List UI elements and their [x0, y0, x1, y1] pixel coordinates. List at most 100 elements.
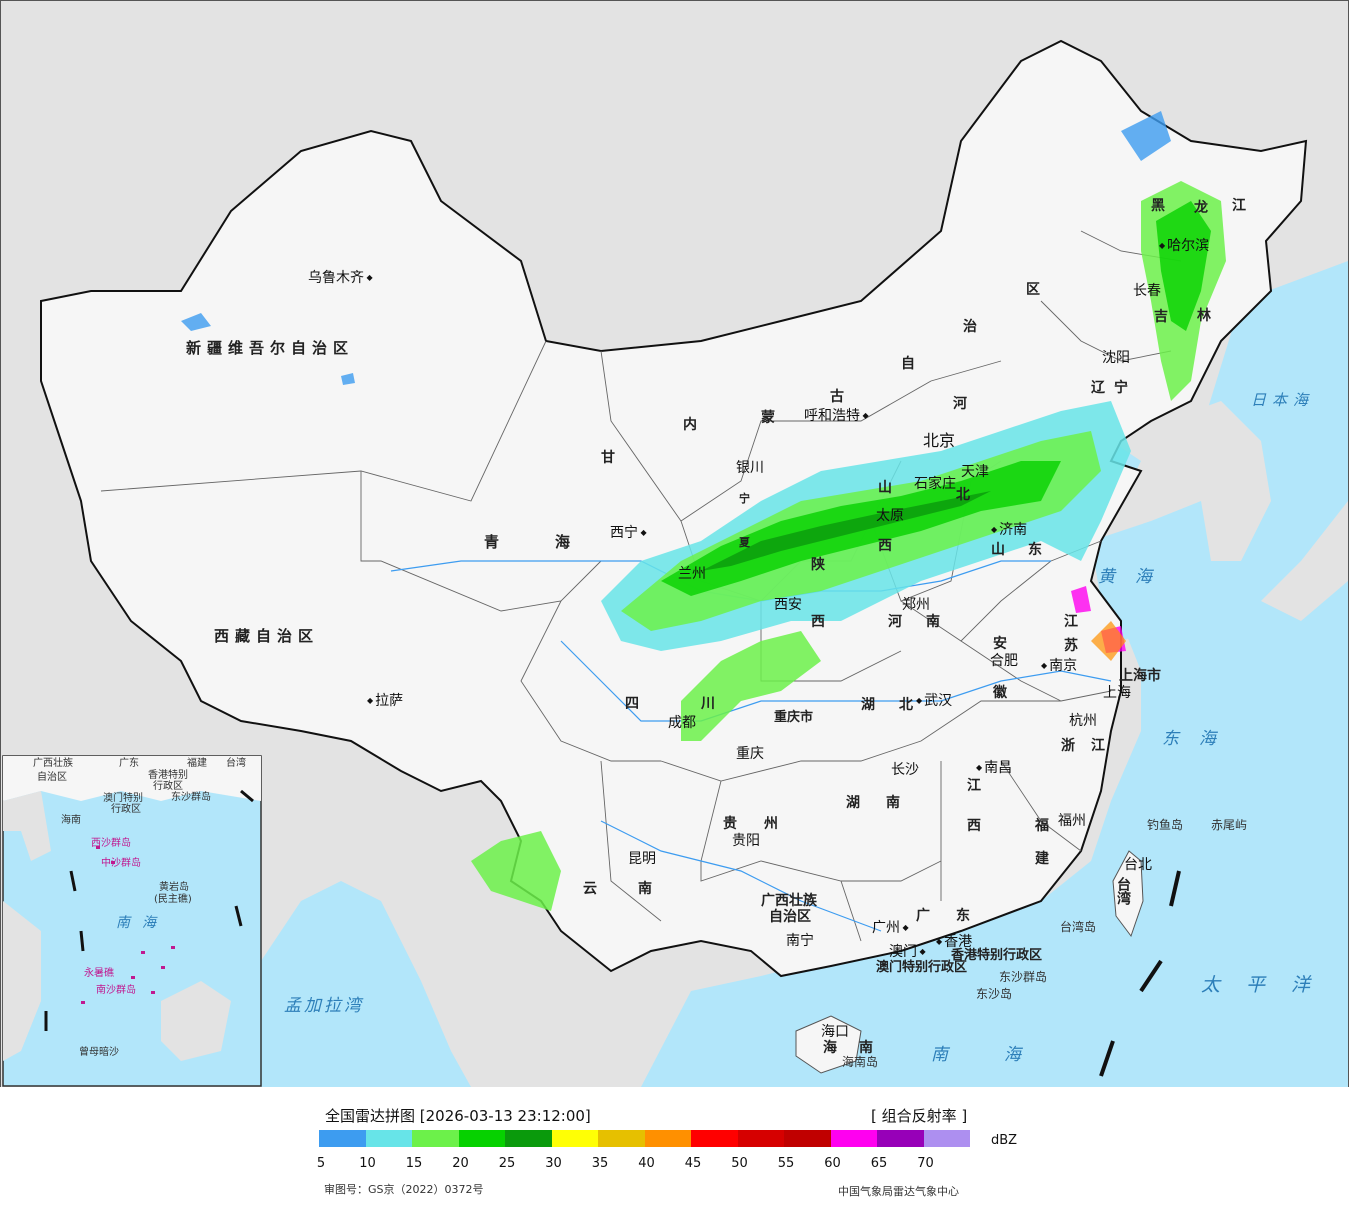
province-nei: 内	[683, 417, 697, 433]
province-jiang-jx: 江	[967, 778, 981, 794]
korea-land	[1166, 401, 1271, 561]
inset-taiwan: 台湾	[226, 758, 246, 769]
nine-dash-line	[1099, 870, 1181, 1077]
inset-nansha: 南沙群岛	[96, 985, 136, 996]
city-lhasa: 拉萨	[367, 694, 403, 708]
inset-zengmu: 曾母暗沙	[79, 1047, 119, 1058]
city-xining: 西宁	[610, 526, 647, 540]
sea-east: 东海	[1162, 729, 1236, 749]
bay-of-bengal	[261, 881, 471, 1087]
city-nanjing: 南京	[1041, 659, 1077, 673]
city-changsha: 长沙	[891, 762, 919, 778]
legend-tick-label: 15	[405, 1156, 423, 1171]
province-an: 安	[993, 636, 1007, 652]
province-hu-hunan: 湖	[846, 795, 860, 811]
sea-bengal: 孟加拉湾	[284, 996, 364, 1016]
legend-swatch	[458, 1130, 505, 1147]
province-jiang-zj: 江	[1091, 738, 1105, 754]
legend-tick-label: 70	[917, 1156, 934, 1171]
province-meng: 蒙	[761, 410, 775, 426]
inset-minzhu: (民主礁)	[154, 894, 192, 905]
inset-macau: 澳门特别	[103, 793, 143, 804]
sea-south: 南海	[931, 1045, 1077, 1065]
legend-swatch	[412, 1130, 459, 1147]
inset-macau-2: 行政区	[111, 804, 141, 815]
city-lanzhou: 兰州	[678, 566, 706, 582]
province-he-hebei: 河	[953, 396, 967, 412]
legend-tick-label: 10	[359, 1156, 376, 1171]
province-long: 龙	[1194, 200, 1208, 216]
city-guiyang: 贵阳	[732, 833, 760, 849]
city-wuhan: 武汉	[916, 694, 952, 708]
city-hohhot: 呼和浩特	[804, 409, 869, 423]
city-hefei: 合肥	[990, 653, 1018, 669]
legend-tick-label: 30	[545, 1156, 562, 1171]
province-lin: 林	[1197, 308, 1211, 324]
inset-fujian: 福建	[187, 758, 207, 769]
legend-tick-label: 55	[777, 1156, 795, 1171]
inset-dongsha: 东沙群岛	[171, 792, 211, 803]
city-taiyuan: 太原	[876, 508, 904, 524]
yellow-sea	[1091, 501, 1221, 641]
province-guangxi: 广西壮族	[761, 893, 817, 909]
legend-unit: dBZ	[991, 1133, 1018, 1148]
province-macau: 澳门特别行政区	[876, 960, 968, 975]
city-shenyang: 沈阳	[1102, 350, 1130, 366]
legend-swatch	[319, 1130, 366, 1147]
province-chongqing: 重庆市	[774, 710, 814, 725]
legend-title: 全国雷达拼图 [2026-03-13 23:12:00]	[325, 1107, 591, 1125]
province-zi: 自	[901, 356, 915, 372]
hainan-island	[795, 1015, 862, 1074]
review-number: 审图号：GS京（2022）0372号	[324, 1183, 484, 1196]
province-chuan: 川	[701, 696, 715, 712]
legend-swatch	[737, 1130, 784, 1147]
inset-hk: 香港特别	[148, 770, 188, 781]
inset-guangdong: 广东	[119, 758, 139, 769]
legend-tick-label: 45	[684, 1156, 702, 1171]
province-nan-henan: 南	[926, 614, 940, 630]
legend-tick-label: 65	[870, 1156, 888, 1171]
island-chiwei: 赤尾屿	[1211, 818, 1248, 832]
province-si: 四	[625, 696, 639, 712]
city-changchun: 长春	[1133, 283, 1161, 299]
legend-tick-label: 35	[591, 1156, 609, 1171]
province-jiang-hlj: 江	[1232, 198, 1246, 214]
island-hainan: 海南岛	[842, 1055, 879, 1069]
province-bei-hebei: 北	[956, 487, 970, 503]
inset-hainan: 海南	[61, 815, 81, 826]
province-he-henan: 河	[888, 614, 902, 630]
map-canvas	[1, 1, 1348, 1087]
province-nan-yn: 南	[638, 881, 652, 897]
japan-land	[1261, 501, 1348, 621]
legend-swatch	[505, 1130, 552, 1147]
sea-japan: 日本海	[1251, 391, 1315, 409]
pacific-sea	[641, 261, 1348, 1087]
province-xi-jx: 西	[967, 818, 981, 834]
city-xian: 西安	[774, 597, 802, 613]
city-hongkong: 香港	[936, 935, 972, 949]
legend-swatch	[644, 1130, 691, 1147]
sea-pacific: 太平洋	[1201, 974, 1337, 996]
province-hui: 徽	[993, 685, 1007, 701]
province-jian: 建	[1035, 851, 1049, 867]
city-taipei: 台北	[1124, 857, 1152, 873]
province-bei-hubei: 北	[899, 697, 913, 713]
city-beijing: 北京	[923, 431, 956, 450]
city-chengdu: 成都	[668, 715, 696, 731]
province-yun: 云	[583, 881, 597, 897]
inset-guangxi-2: 自治区	[37, 772, 67, 783]
city-tianjin: 天津	[961, 464, 989, 480]
island-taiwan: 台湾岛	[1060, 920, 1097, 934]
source-organization: 中国气象局雷达气象中心	[838, 1185, 959, 1198]
province-shaan: 陕	[811, 557, 825, 573]
province-shanghai: 上海市	[1119, 668, 1161, 684]
province-shan-sd: 山	[991, 542, 1005, 558]
legend-tick-label: 40	[638, 1156, 655, 1171]
city-nanchang: 南昌	[976, 761, 1012, 775]
province-su: 苏	[1064, 638, 1078, 654]
legend-swatch	[598, 1130, 645, 1147]
island-diaoyu: 钓鱼岛	[1147, 818, 1184, 832]
city-guangzhou: 广州	[872, 921, 909, 935]
inset-hk-2: 行政区	[153, 781, 183, 792]
province-nan-hunan: 南	[886, 795, 900, 811]
